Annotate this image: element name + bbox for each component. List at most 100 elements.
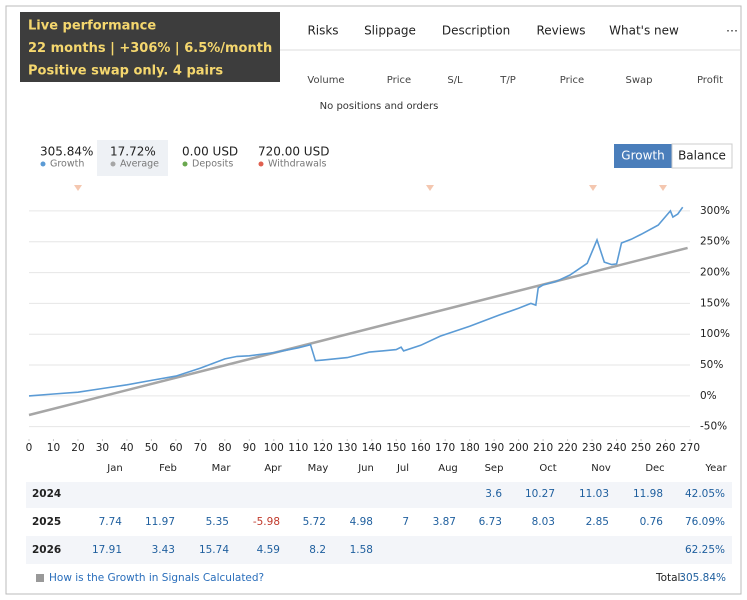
month-header: Jan — [106, 463, 122, 474]
month-value: 11.97 — [145, 516, 175, 528]
tab[interactable]: Reviews — [536, 24, 585, 38]
stat-value: 17.72% — [110, 145, 156, 159]
help-link[interactable]: How is the Growth in Signals Calculated? — [49, 572, 264, 584]
month-value: 6.73 — [479, 516, 502, 528]
stat-value: 720.00 USD — [258, 145, 329, 159]
month-value: 15.74 — [199, 544, 229, 556]
total-label: Total: — [655, 572, 684, 584]
y-tick-label: 150% — [700, 297, 730, 309]
column-header: T/P — [499, 75, 516, 86]
month-value: 42.05% — [685, 488, 725, 500]
month-header: Jul — [396, 463, 409, 474]
row-year: 2024 — [32, 488, 61, 500]
stat-value: 305.84% — [40, 145, 93, 159]
x-tick-label: 0 — [26, 442, 33, 454]
banner-line: Positive swap only. 4 pairs — [28, 64, 223, 79]
month-value: 4.98 — [350, 516, 373, 528]
month-value: 11.03 — [579, 488, 609, 500]
stat-dot — [182, 161, 188, 167]
month-header: Aug — [438, 463, 458, 474]
month-value: 4.59 — [257, 544, 280, 556]
stat-dot — [40, 161, 46, 167]
x-tick-label: 270 — [680, 442, 700, 454]
x-tick-label: 60 — [169, 442, 182, 454]
x-tick-label: 40 — [120, 442, 133, 454]
growth-button[interactable] — [614, 144, 672, 168]
month-header: Feb — [159, 463, 177, 474]
month-header: Jun — [357, 463, 374, 474]
column-header: Volume — [307, 75, 344, 86]
x-tick-label: 130 — [337, 442, 357, 454]
tab[interactable]: Description — [442, 24, 510, 38]
month-value: 7.74 — [99, 516, 123, 528]
toggle-label[interactable]: Balance — [678, 149, 726, 163]
stat-highlight — [97, 140, 168, 176]
stat-label: Withdrawals — [268, 159, 327, 170]
y-tick-label: 100% — [700, 328, 730, 340]
column-header: Price — [387, 75, 411, 86]
x-tick-label: 90 — [243, 442, 256, 454]
x-tick-label: 20 — [71, 442, 84, 454]
x-tick-label: 170 — [435, 442, 455, 454]
month-value: 1.58 — [350, 544, 373, 556]
x-tick-label: 110 — [288, 442, 308, 454]
month-value: 0.76 — [640, 516, 664, 528]
month-value: 62.25% — [685, 544, 725, 556]
row-year: 2025 — [32, 516, 61, 528]
tab[interactable]: Slippage — [364, 24, 416, 38]
y-tick-label: 250% — [700, 236, 730, 248]
total-value: 305.84% — [679, 572, 726, 584]
month-value: 2.85 — [586, 516, 609, 528]
month-header: Dec — [645, 463, 664, 474]
x-tick-label: 250 — [631, 442, 651, 454]
column-header: Price — [560, 75, 584, 86]
tab[interactable]: What's new — [609, 24, 679, 38]
empty-message: No positions and orders — [320, 101, 439, 112]
x-tick-label: 240 — [607, 442, 627, 454]
x-tick-label: 220 — [558, 442, 578, 454]
x-tick-label: 190 — [484, 442, 504, 454]
column-header: Profit — [697, 75, 723, 86]
x-tick-label: 10 — [47, 442, 60, 454]
x-tick-label: 210 — [533, 442, 553, 454]
x-tick-label: 140 — [362, 442, 382, 454]
x-tick-label: 50 — [145, 442, 158, 454]
column-header: S/L — [447, 75, 463, 86]
y-tick-label: -50% — [700, 421, 727, 433]
month-value: 3.6 — [485, 488, 502, 500]
stat-dot — [258, 161, 264, 167]
stat-value: 0.00 USD — [182, 145, 238, 159]
stat-label: Deposits — [192, 159, 233, 170]
stat-label: Average — [120, 159, 159, 170]
month-value: 8.03 — [532, 516, 555, 528]
banner-line: Live performance — [28, 19, 156, 34]
stat-dot — [110, 161, 116, 167]
banner — [20, 12, 280, 82]
tab[interactable]: Risks — [307, 24, 338, 38]
column-header: Swap — [625, 75, 652, 86]
y-tick-label: 50% — [700, 359, 723, 371]
banner-line: 22 months | +306% | 6.5%/month — [28, 41, 272, 56]
row-band — [26, 536, 732, 564]
x-tick-label: 160 — [411, 442, 431, 454]
balance-button[interactable] — [671, 143, 733, 169]
month-value: 3.43 — [152, 544, 175, 556]
month-value: 11.98 — [633, 488, 663, 500]
month-header: May — [308, 463, 329, 474]
x-tick-label: 230 — [582, 442, 602, 454]
series-line — [28, 206, 684, 397]
month-header: Apr — [264, 463, 282, 474]
y-tick-label: 0% — [700, 390, 717, 402]
month-header: Year — [704, 463, 727, 474]
x-tick-label: 30 — [96, 442, 109, 454]
x-tick-label: 70 — [194, 442, 207, 454]
month-header: Sep — [485, 463, 504, 474]
series-line — [28, 246, 688, 417]
tab[interactable]: ⋯ — [726, 24, 738, 38]
month-value: 5.72 — [303, 516, 326, 528]
y-tick-label: 200% — [700, 267, 730, 279]
month-header: Mar — [212, 463, 232, 474]
row-year: 2026 — [32, 544, 61, 556]
toggle-label[interactable]: Growth — [621, 149, 664, 163]
x-tick-label: 150 — [386, 442, 406, 454]
